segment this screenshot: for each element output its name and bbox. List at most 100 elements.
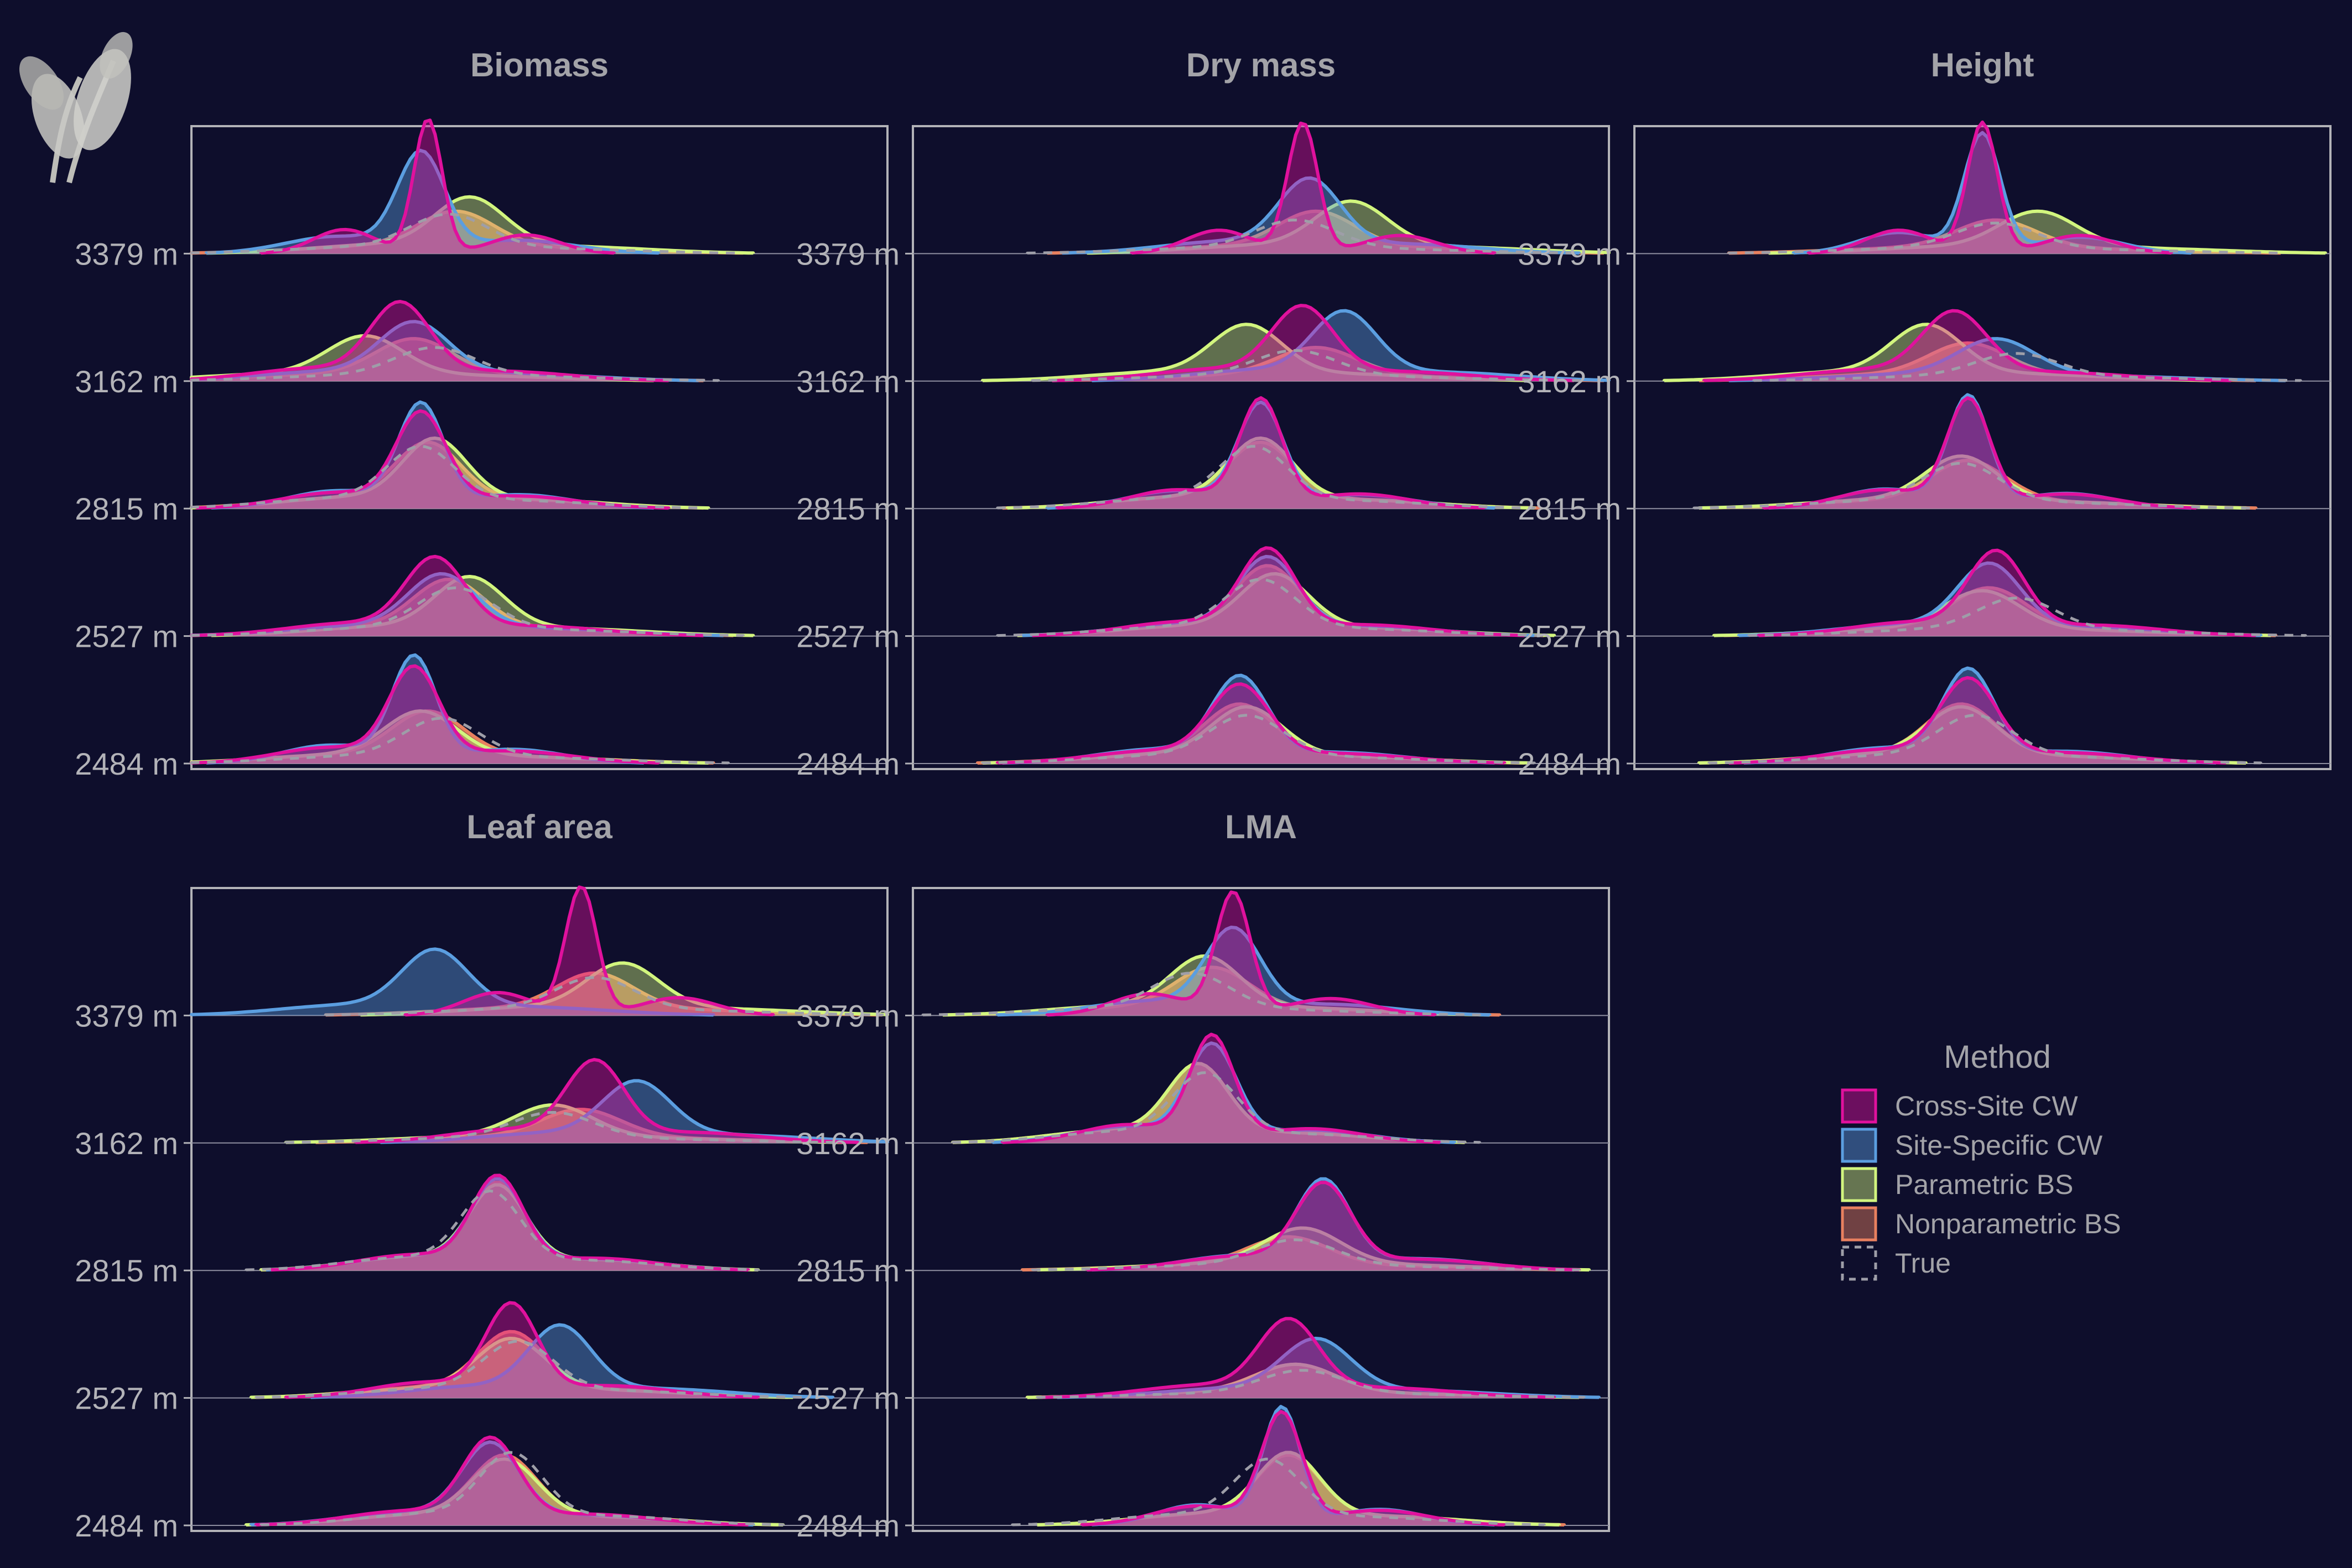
tick-label: 2815 m [75, 491, 178, 526]
legend-key [1841, 1128, 1877, 1163]
ridge-2527-m [190, 554, 755, 637]
density-cross-site-cw [1050, 304, 1576, 382]
tick-label: 3379 m [796, 998, 900, 1033]
ridge-3379-m [921, 890, 1502, 1017]
density-cross-site-cw [259, 118, 616, 255]
legend: Method Cross-Site CW Site-Specific CW Param… [1841, 1039, 2121, 1281]
density-cross-site-cw [1085, 1181, 1581, 1272]
facet-title: LMA [1225, 808, 1297, 845]
tick-label: 2484 m [75, 1508, 178, 1543]
tick-label: 2527 m [796, 1381, 900, 1416]
density-cross-site-cw [1055, 396, 1487, 510]
legend-key [1841, 1167, 1877, 1202]
density-site-specific-cw [190, 947, 715, 1017]
tick-label: 3162 m [796, 364, 900, 399]
tick-label: 2484 m [796, 746, 900, 781]
density-true [1752, 352, 2302, 382]
ridge-2484-m [244, 1435, 785, 1527]
density-site-specific-cw [378, 1079, 889, 1144]
ridge-2815-m [996, 396, 1541, 510]
ridge-3162-m [284, 1058, 889, 1144]
density-true [1747, 596, 2307, 637]
legend-item-cross-site-cw: Cross-Site CW [1841, 1088, 2078, 1124]
density-true [190, 716, 730, 765]
tick-label: 2527 m [75, 1381, 178, 1416]
panel-leaf-area: Leaf area 3379 m 3162 m 2815 m 2527 m 2484 m [75, 808, 889, 1543]
ridge-3379-m [190, 885, 889, 1017]
density-true [190, 586, 745, 637]
density-true [921, 972, 1481, 1016]
density-site-specific-cw [1090, 309, 1611, 382]
density-true [190, 212, 740, 255]
density-true [1692, 461, 2252, 510]
density-cross-site-cw [1030, 546, 1527, 637]
facet-title: Height [1931, 46, 2034, 84]
density-true [1036, 1369, 1586, 1399]
legend-key [1841, 1206, 1877, 1242]
ridge-2815-m [1020, 1177, 1591, 1272]
tick-label: 2815 m [796, 491, 900, 526]
ridge-2527-m [996, 546, 1556, 637]
density-cross-site-cw [190, 664, 661, 765]
panel-height: Height 3379 m 3162 m 2815 m 2527 m 2484 m [1518, 46, 2332, 781]
ridge-2484-m [1011, 1405, 1566, 1527]
ridge-3379-m [1727, 120, 2327, 255]
density-cross-site-cw [1045, 890, 1437, 1017]
density-true [1026, 219, 1581, 255]
density-site-specific-cw [309, 1323, 835, 1399]
tick-label: 2527 m [796, 619, 900, 654]
legend-item-site-specific-cw: Site-Specific CW [1841, 1128, 2103, 1163]
facet-title: Leaf area [466, 808, 612, 845]
plant-logo-icon [19, 32, 133, 184]
density-true [996, 445, 1536, 510]
density-true [1031, 349, 1581, 382]
ridge-3162-m [951, 1032, 1481, 1144]
density-true [996, 578, 1546, 637]
tick-label: 2484 m [1518, 746, 1621, 781]
panel-border [912, 125, 1610, 770]
ridge-2815-m [190, 400, 710, 510]
density-cross-site-cw [1727, 676, 2228, 765]
legend-item-nonparametric-bs: Nonparametric BS [1841, 1206, 2121, 1242]
legend-label: Parametric BS [1895, 1169, 2073, 1200]
ridge-3162-m [1662, 309, 2302, 382]
ridge-2484-m [190, 653, 730, 765]
legend-title: Method [1944, 1039, 2050, 1075]
legend-item-parametric-bs: Parametric BS [1841, 1167, 2073, 1202]
legend-label: Site-Specific CW [1895, 1130, 2103, 1161]
ridge-2527-m [249, 1301, 835, 1399]
tick-label: 3379 m [1518, 236, 1621, 271]
density-true [190, 346, 720, 382]
legend-label: Cross-Site CW [1895, 1091, 2078, 1122]
tick-label: 3379 m [75, 236, 178, 271]
ridge-2815-m [245, 1174, 760, 1272]
density-true [259, 1451, 785, 1527]
ridge-2484-m [1697, 666, 2262, 765]
density-parametric-bs [1767, 209, 2327, 255]
panel-border [912, 887, 1610, 1532]
ridge-3379-m [1026, 121, 1611, 255]
tick-label: 2527 m [1518, 619, 1621, 654]
legend-item-true: True [1841, 1245, 1951, 1281]
ridge-2484-m [975, 673, 1536, 765]
panel-biomass: Biomass 3379 m 3162 m 2815 m 2527 m 2484 m [75, 46, 889, 781]
density-cross-site-cw [1130, 121, 1497, 255]
density-cross-site-cw [403, 885, 775, 1017]
density-true [324, 976, 884, 1016]
tick-label: 3162 m [1518, 364, 1621, 399]
density-true [1031, 1238, 1581, 1271]
ridge-2527-m [1025, 1317, 1601, 1399]
tick-label: 2815 m [75, 1253, 178, 1288]
panel-lma: LMA 3379 m 3162 m 2815 m 2527 m 2484 m [796, 808, 1610, 1543]
ridge-2815-m [1692, 393, 2258, 510]
legend-key [1841, 1088, 1877, 1124]
density-site-specific-cw [205, 148, 661, 255]
legend-key [1841, 1245, 1877, 1281]
density-cross-site-cw [1806, 120, 2173, 255]
legend-label: Nonparametric BS [1895, 1208, 2121, 1239]
density-true [1727, 221, 2282, 255]
tick-label: 2484 m [796, 1508, 900, 1543]
density-true [951, 1071, 1481, 1144]
density-true [190, 445, 705, 510]
